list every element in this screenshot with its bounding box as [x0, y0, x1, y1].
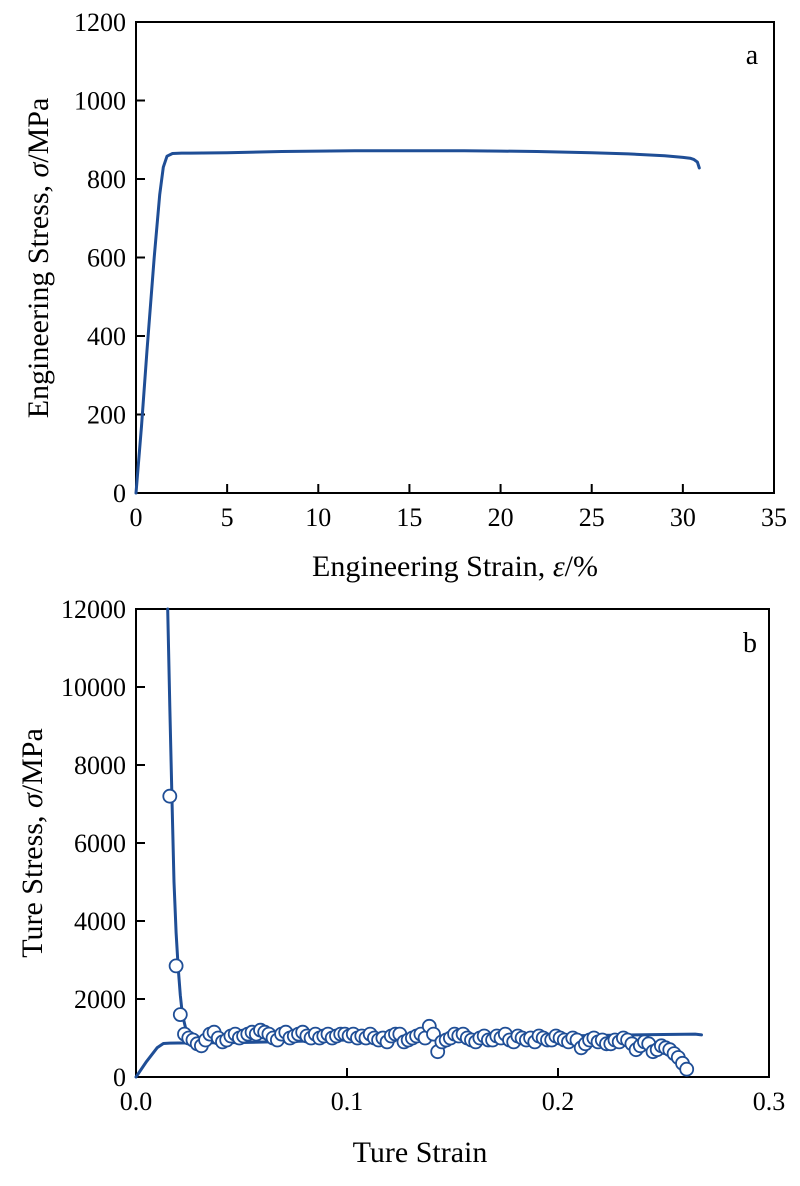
panel-b-data-point	[679, 1061, 695, 1077]
panel-b-chart: 0.0 0.1 0.2 0.3020004000600080001000012000 …	[16, 595, 785, 1169]
panel-a-xtick-label: 20	[488, 503, 514, 532]
panel-b-xtick-label: 0.3	[753, 1087, 786, 1116]
panel-a-xtick-label: 30	[670, 503, 696, 532]
panel-a-xtick-label: 35	[761, 503, 787, 532]
panel-b-data-point	[172, 1007, 188, 1022]
panel-a-ytick-label: 0	[113, 479, 126, 508]
panel-a-xtick-label: 0	[130, 503, 143, 532]
panel-a-ytick-label: 1000	[74, 87, 126, 116]
panel-b-xtick-label: 0.1	[331, 1087, 364, 1116]
panel-b-ytick-label: 8000	[74, 751, 126, 780]
panel-b-plot-frame	[135, 608, 770, 1078]
panel-b-series	[134, 607, 703, 1079]
panel-b-xtick-label: 0.0	[120, 1087, 153, 1116]
panel-a-xlabel: Engineering Strain, ε/%	[312, 550, 598, 583]
panel-a-ticks: 0 5 10 15 20 25 30 35 0 200 400 600 800 1000 1200	[74, 8, 787, 532]
panel-a-plot-frame	[135, 21, 775, 494]
panel-b-xtick-label: 0.2	[542, 1087, 575, 1116]
panel-b-ytick-label: 12000	[61, 595, 126, 624]
panel-a-xtick-label: 15	[396, 503, 422, 532]
panel-b-ytick-label: 10000	[61, 673, 126, 702]
panel-a-series	[134, 149, 701, 495]
panel-b-data-point	[168, 958, 184, 974]
panel-a-ylabel: Engineering Stress, σ/MPa	[22, 98, 55, 419]
panel-a-ytick-label: 400	[87, 322, 126, 351]
panel-a-ytick-label: 200	[87, 401, 126, 430]
panel-a-label: a	[746, 40, 759, 71]
panel-a-ytick-label: 800	[87, 165, 126, 194]
panel-a-xtick-label: 5	[221, 503, 234, 532]
panel-a-series-line	[134, 149, 701, 495]
panel-b-ytick-label: 4000	[74, 907, 126, 936]
panel-b-series-line	[166, 607, 193, 1040]
panel-a-xtick-label: 10	[305, 503, 331, 532]
panel-b-ytick-label: 2000	[74, 985, 126, 1014]
panel-b-ytick-label: 6000	[74, 829, 126, 858]
panel-b-ytick-label: 0	[113, 1063, 126, 1092]
panel-a-ytick-label: 1200	[74, 8, 126, 37]
panel-b-xlabel: Ture Strain	[353, 1136, 488, 1169]
panel-a-xtick-label: 25	[579, 503, 605, 532]
panel-b-data-point	[162, 788, 178, 804]
panel-a-ytick-label: 600	[87, 244, 126, 273]
panel-b-ylabel: Ture Stress, σ/MPa	[16, 728, 49, 958]
panel-b-label: b	[743, 628, 757, 659]
panel-b-ticks: 0.0 0.1 0.2 0.3 0 2000 4000 6000 8000 10000 12000	[61, 595, 785, 1116]
panel-a-chart: 0 5 10 15 20 25 30 35 0 200 400 600 800 1000 1200 a En…	[22, 8, 787, 583]
